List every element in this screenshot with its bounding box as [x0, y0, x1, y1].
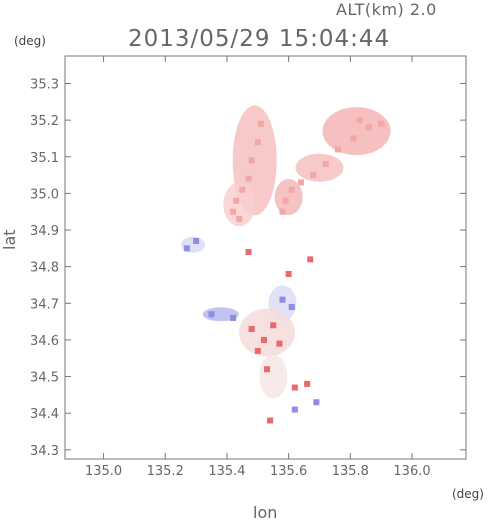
y-tick-label: 34.7 [30, 297, 59, 312]
data-point [313, 399, 320, 406]
cloud-patches [181, 105, 391, 399]
data-point [334, 146, 341, 153]
data-point [279, 208, 286, 215]
cloud-patch [223, 182, 256, 227]
data-point [322, 161, 329, 168]
data-point [254, 347, 261, 354]
data-point [257, 120, 264, 127]
y-tick-label: 34.6 [30, 334, 59, 349]
cloud-patch [295, 153, 344, 182]
data-point [288, 186, 295, 193]
data-point [276, 340, 283, 347]
data-point [350, 135, 357, 142]
y-tick-label: 35.2 [30, 114, 59, 129]
cloud-patch [259, 354, 288, 399]
cloud-patch [322, 107, 391, 156]
x-tick-label: 135.2 [147, 464, 184, 479]
data-point [245, 249, 252, 256]
y-tick-label: 34.4 [30, 407, 59, 422]
data-point [297, 179, 304, 186]
data-point [365, 124, 372, 131]
data-point [285, 270, 292, 277]
x-ticks: 135.0 135.2 135.4 135.6 135.8 136.0 [85, 56, 431, 479]
data-point [310, 172, 317, 179]
data-point [378, 120, 385, 127]
data-point [282, 197, 289, 204]
x-axis-unit: (deg) [452, 487, 484, 501]
y-tick-label: 35.1 [30, 151, 59, 166]
data-point [248, 325, 255, 332]
data-point [254, 139, 261, 146]
data-point [279, 296, 286, 303]
data-point [264, 366, 271, 373]
x-axis-label: lon [253, 503, 278, 522]
data-point [183, 245, 190, 252]
x-tick-label: 135.8 [332, 464, 369, 479]
data-point [260, 336, 267, 343]
y-tick-label: 34.8 [30, 261, 59, 276]
x-tick-label: 135.6 [270, 464, 307, 479]
y-ticks: 34.3 34.4 34.5 34.6 34.7 34.8 34.9 35.0 35.1 35.2… [30, 77, 466, 459]
y-tick-label: 34.5 [30, 371, 59, 386]
y-tick-label: 34.3 [30, 444, 59, 459]
timestamp-title: 2013/05/29 15:04:44 [128, 26, 391, 52]
data-point [267, 417, 274, 424]
x-tick-label: 135.0 [85, 464, 122, 479]
data-point [236, 216, 243, 223]
y-axis-unit: (deg) [14, 34, 46, 48]
data-point [248, 157, 255, 164]
data-point [304, 380, 311, 387]
data-point [230, 208, 237, 215]
data-point [239, 186, 246, 193]
data-point [291, 406, 298, 413]
cloud-patch [202, 307, 239, 322]
y-tick-label: 35.0 [30, 187, 59, 202]
y-tick-label: 35.3 [30, 77, 59, 92]
plot-frame [64, 55, 467, 460]
data-point [208, 311, 215, 318]
x-tick-label: 136.0 [393, 464, 430, 479]
data-point [291, 384, 298, 391]
data-point [270, 322, 277, 329]
x-tick-label: 135.4 [208, 464, 245, 479]
data-point [193, 238, 200, 245]
data-point [245, 175, 252, 182]
y-tick-label: 34.9 [30, 224, 59, 239]
altitude-label: ALT(km) 2.0 [336, 0, 437, 19]
data-point [233, 197, 240, 204]
cloud-patch [239, 308, 296, 357]
cloud-patch [274, 179, 303, 216]
data-point [356, 117, 363, 124]
data-point [288, 303, 295, 310]
data-point [230, 314, 237, 321]
data-points [183, 117, 385, 424]
data-point [307, 256, 314, 263]
